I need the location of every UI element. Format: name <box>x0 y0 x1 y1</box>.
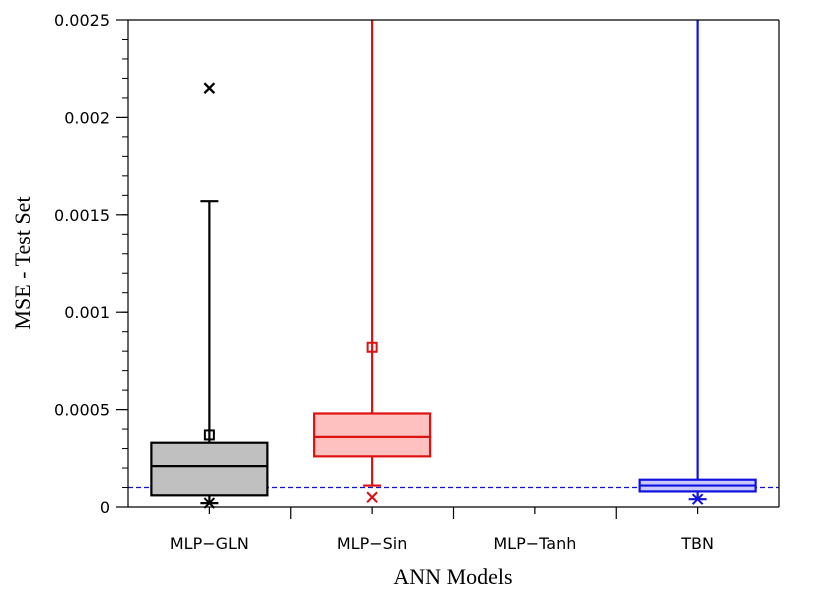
box-iqr <box>313 412 432 458</box>
max-marker <box>203 82 216 95</box>
max-marker-stroke-b <box>203 82 216 95</box>
box-group <box>150 82 269 509</box>
mean-marker <box>366 341 378 353</box>
y-axis-title: MSE - Test Set <box>10 196 35 329</box>
box-iqr <box>150 441 269 497</box>
y-tick-label: 0.001 <box>64 303 110 322</box>
x-tick-label: MLP−GLN <box>170 534 249 553</box>
y-tick-label: 0.0025 <box>54 11 110 30</box>
box-group <box>638 20 757 505</box>
x-axis-title: ANN Models <box>393 564 512 589</box>
min-marker <box>691 493 704 505</box>
boxes-layer <box>150 20 757 509</box>
y-tick-label: 0.0005 <box>54 401 110 420</box>
min-marker-stroke-b <box>366 491 378 503</box>
y-tick-label: 0 <box>100 498 110 517</box>
mean-marker <box>203 429 215 441</box>
min-marker-stroke-b <box>691 493 704 505</box>
box-group <box>313 20 432 503</box>
x-tick-label: MLP−Sin <box>337 534 408 553</box>
y-tick-label: 0.002 <box>64 108 110 127</box>
min-marker <box>366 491 378 503</box>
x-tick-label: MLP−Tanh <box>493 534 576 553</box>
x-tick-label: TBN <box>680 534 714 553</box>
axes-layer: 0 0.0005 0.001 0.0015 0.002 0.0025 MLP−GLN MLP−… <box>54 11 780 553</box>
y-tick-label: 0.0015 <box>54 206 110 225</box>
